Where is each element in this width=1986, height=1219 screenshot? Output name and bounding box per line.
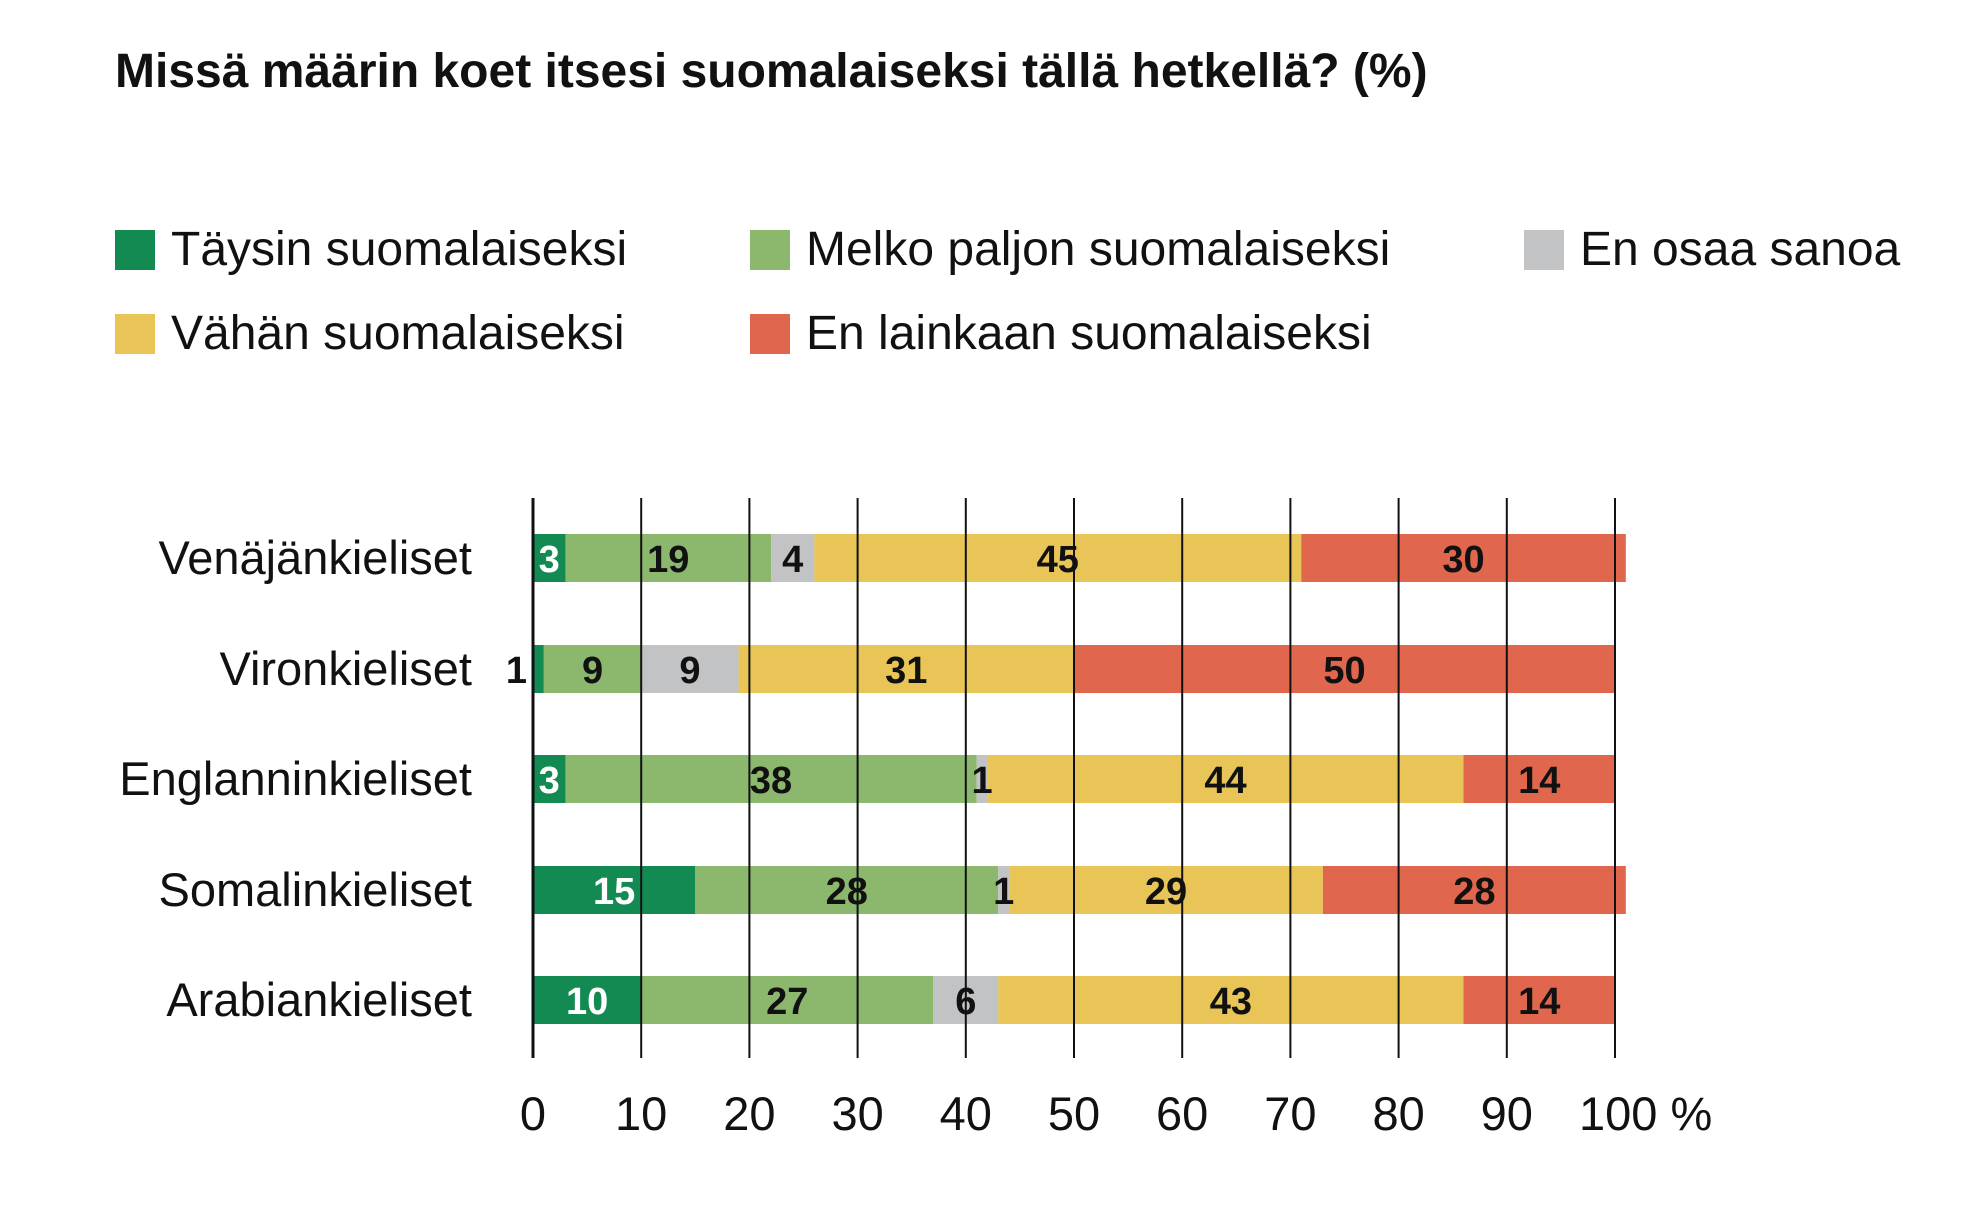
x-tick-label: 40 [940,1087,992,1140]
bar-segment [998,866,1010,914]
legend-label: En lainkaan suomalaiseksi [806,307,1372,360]
bar-segment [533,755,566,803]
data-label: 9 [679,650,700,692]
x-tick-label: 90 [1481,1087,1533,1140]
bar-segment [998,976,1464,1024]
data-label: 30 [1442,539,1484,581]
data-label: 4 [782,539,803,581]
bar-segment [976,755,988,803]
bar-segment [533,645,544,693]
data-label: 15 [593,871,635,913]
bar-segment [641,645,739,693]
legend-label: Vähän suomalaiseksi [171,307,625,360]
category-label: Venäjänkieliset [158,531,472,584]
bar-segment [533,976,642,1024]
bar-segment [1463,755,1615,803]
x-tick-label: 0 [520,1087,546,1140]
x-tick-label: 20 [723,1087,775,1140]
data-label: 50 [1323,650,1365,692]
x-tick-label: 10 [615,1087,667,1140]
data-label: 28 [1453,871,1495,913]
data-label: 44 [1204,760,1246,802]
bar-segment [533,534,566,582]
x-tick-label: 70 [1264,1087,1316,1140]
bar-segment [1301,534,1626,582]
data-label: 10 [566,981,608,1023]
data-label: 14 [1518,981,1560,1023]
legend-item-melko-paljon: Melko paljon suomalaiseksi [750,222,1390,277]
category-label: Somalinkieliset [159,863,472,916]
legend-item-en-lainkaan: En lainkaan suomalaiseksi [750,306,1372,361]
bar-segment [1009,866,1323,914]
category-label: Vironkieliset [219,642,472,695]
bar-segment [814,534,1302,582]
data-label: 45 [1037,539,1079,581]
bar-segment [533,866,696,914]
data-label: 3 [539,760,560,802]
data-label: 9 [582,650,603,692]
bar-segment [771,534,815,582]
data-label: 19 [647,539,689,581]
data-label: 3 [539,539,560,581]
legend-label: Täysin suomalaiseksi [171,223,628,276]
data-label: 1 [993,871,1014,913]
data-label: 43 [1210,981,1252,1023]
bar-segment [1322,866,1626,914]
x-tick-label: 50 [1048,1087,1100,1140]
data-label: 6 [955,981,976,1023]
bar-segment [565,534,772,582]
legend-label: En osaa sanoa [1580,223,1901,276]
data-label: 29 [1145,871,1187,913]
legend-swatch [1524,229,1564,270]
data-label: 28 [826,871,868,913]
legend-item-taysin: Täysin suomalaiseksi [115,222,627,277]
bar-segment [987,755,1464,803]
legend: Täysin suomalaiseksi Melko paljon suomal… [0,0,1986,400]
data-label: 1 [971,760,992,802]
data-label: 14 [1518,760,1560,802]
category-label: Englanninkieliset [119,752,472,805]
bar-segment [565,755,977,803]
legend-label: Melko paljon suomalaiseksi [806,223,1391,276]
data-label: 1 [506,650,527,692]
chart-title: Missä määrin koet itsesi suomalaiseksi t… [115,45,1428,98]
data-label: 38 [750,760,792,802]
data-label: 27 [766,981,808,1023]
bar-segment [738,645,1074,693]
legend-swatch [750,229,790,270]
bar-segment [695,866,999,914]
x-tick-label: 30 [831,1087,883,1140]
x-tick-label: 100 % [1579,1087,1712,1140]
x-tick-label: 60 [1156,1087,1208,1140]
bar-segment [1074,645,1615,693]
legend-item-vahan: Vähän suomalaiseksi [115,306,625,361]
legend-swatch [115,229,155,270]
legend-swatch [115,313,155,354]
bar-segment [1463,976,1615,1024]
legend-item-en-osaa-sanoa: En osaa sanoa [1524,222,1900,277]
legend-swatch [750,313,790,354]
category-label: Arabiankieliset [166,973,472,1026]
x-tick-label: 80 [1372,1087,1424,1140]
bar-segment [543,645,642,693]
bar-segment [641,976,934,1024]
data-label: 31 [885,650,927,692]
